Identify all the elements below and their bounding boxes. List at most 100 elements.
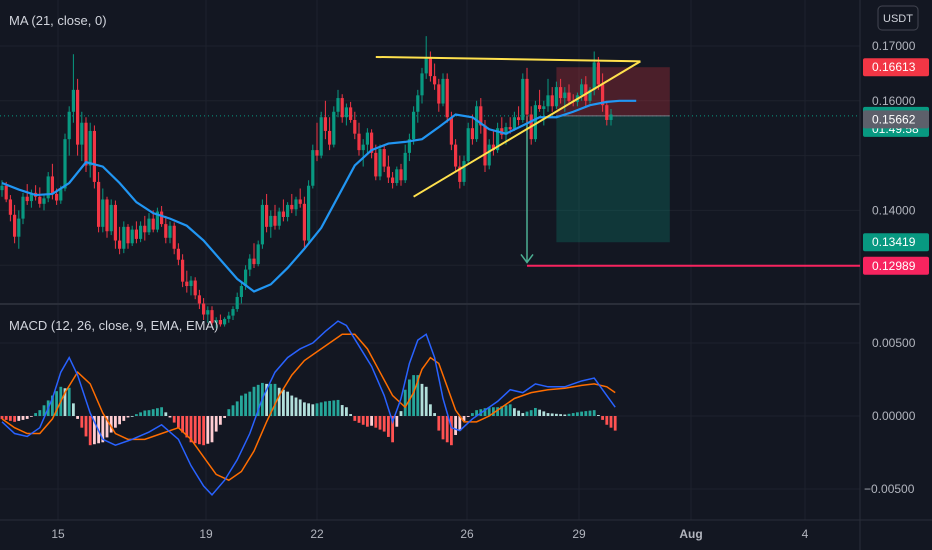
macd-histogram-bar <box>487 407 491 416</box>
macd-histogram-bar <box>345 407 348 416</box>
macd-histogram-bar <box>84 416 88 437</box>
macd-histogram-bar <box>135 414 138 416</box>
macd-histogram-bar <box>0 416 4 419</box>
macd-histogram-bar <box>504 405 508 416</box>
price-tags: 0.166130.1572601:49:580.156620.134190.12… <box>863 58 929 275</box>
macd-histogram-bar <box>51 395 54 416</box>
macd-histogram-bar <box>416 375 420 416</box>
candle-body <box>332 111 336 145</box>
candle-body <box>25 196 29 202</box>
candle-body <box>281 211 285 217</box>
price-indicator-label[interactable]: MA (21, close, 0) <box>9 13 107 28</box>
macd-histogram-bar <box>109 416 113 433</box>
candle-body <box>386 166 390 178</box>
macd-histogram-bar <box>25 416 29 419</box>
candle-body <box>160 211 164 225</box>
macd-histogram-bar <box>513 408 516 416</box>
macd-histogram-bar <box>282 389 285 416</box>
macd-histogram-bar <box>67 387 71 416</box>
candle-body <box>542 106 546 110</box>
macd-histogram-bar <box>177 416 180 428</box>
currency-button[interactable]: USDT <box>877 5 919 31</box>
macd-histogram-bar <box>80 416 84 428</box>
candle-body <box>445 78 449 118</box>
macd-histogram-bar <box>475 410 478 416</box>
candle-body <box>353 119 357 134</box>
macd-histogram-bar <box>605 416 609 425</box>
candle-body <box>130 229 134 244</box>
candle-body <box>424 56 428 74</box>
candle-body <box>588 89 592 101</box>
candle-body <box>512 117 516 130</box>
candle-body <box>76 89 80 145</box>
candle-body <box>601 84 605 106</box>
macd-histogram-bar <box>332 400 336 416</box>
macd-histogram-bar <box>63 388 67 416</box>
macd-histogram-bar <box>588 410 592 416</box>
macd-histogram-bar <box>214 416 218 432</box>
take-profit-zone <box>556 115 670 243</box>
candle-body <box>323 117 327 131</box>
candle-body <box>214 320 218 323</box>
candle-body <box>403 152 407 181</box>
price-tag-label: 0.16613 <box>872 60 916 74</box>
macd-histogram-bar <box>290 395 294 416</box>
candle-body <box>248 258 252 270</box>
macd-histogram-bar <box>21 416 25 420</box>
macd-histogram-bar <box>492 407 495 416</box>
candle-body <box>269 215 273 227</box>
candle-body <box>559 87 563 99</box>
candle-body <box>227 315 231 319</box>
macd-histogram-bar <box>592 410 596 416</box>
short-position-tool[interactable] <box>520 67 860 267</box>
macd-histogram-bar <box>525 411 529 416</box>
candle-body <box>475 106 479 140</box>
macd-histogram-bar <box>265 383 268 416</box>
macd-histogram-bar <box>256 384 260 416</box>
candle-body <box>563 92 567 99</box>
macd-histogram-bar <box>437 416 441 431</box>
macd-histogram-bar <box>172 416 176 423</box>
macd-histogram-bar <box>189 416 193 443</box>
candle-body <box>231 309 235 316</box>
axes: 0.17000 0.16000 0.14000 0.00500 0.00000 −0.00… <box>51 39 915 541</box>
currency-button-frame <box>877 5 919 31</box>
candle-body <box>42 198 46 204</box>
macd-indicator-label[interactable]: MACD (12, 26, close, 9, EMA, EMA) <box>9 318 219 333</box>
macd-histogram-bar <box>185 416 189 438</box>
macd-histogram-bar <box>311 404 315 416</box>
macd-histogram-bar <box>597 415 600 416</box>
time-axis-label: 26 <box>460 527 474 541</box>
candle-body <box>71 89 75 112</box>
down-arrow-head <box>520 254 534 264</box>
macd-histogram-bar <box>303 402 306 416</box>
macd-histogram-bar <box>30 416 33 417</box>
macd-histogram-bar <box>412 375 415 416</box>
macd-histogram-bar <box>294 397 298 416</box>
macd-histogram-bar <box>466 416 470 417</box>
trendlines[interactable] <box>375 55 641 198</box>
candle-body <box>38 196 42 204</box>
candle-body <box>454 144 458 167</box>
macd-histogram-bar <box>328 400 331 416</box>
macd-histogram-bar <box>462 416 466 421</box>
macd-histogram-bar <box>151 409 155 416</box>
candle-body <box>294 199 298 210</box>
macd-histogram-bar <box>370 416 373 426</box>
candle-body <box>487 144 491 166</box>
candle-body <box>361 144 365 151</box>
candle-body <box>592 62 596 90</box>
macd-histogram-bar <box>441 416 445 440</box>
candle-body <box>92 130 96 182</box>
macd-histogram-bar <box>538 409 541 416</box>
macd-histogram-bar <box>517 410 520 416</box>
macd-histogram-bar <box>563 414 567 416</box>
candle-body <box>197 295 201 304</box>
candle-body <box>218 320 222 325</box>
candle-body <box>319 117 323 156</box>
macd-histogram-bar <box>298 399 302 416</box>
macd-histogram-bar <box>361 416 365 425</box>
candle-body <box>605 105 609 120</box>
macd-histogram-bar <box>483 408 487 416</box>
